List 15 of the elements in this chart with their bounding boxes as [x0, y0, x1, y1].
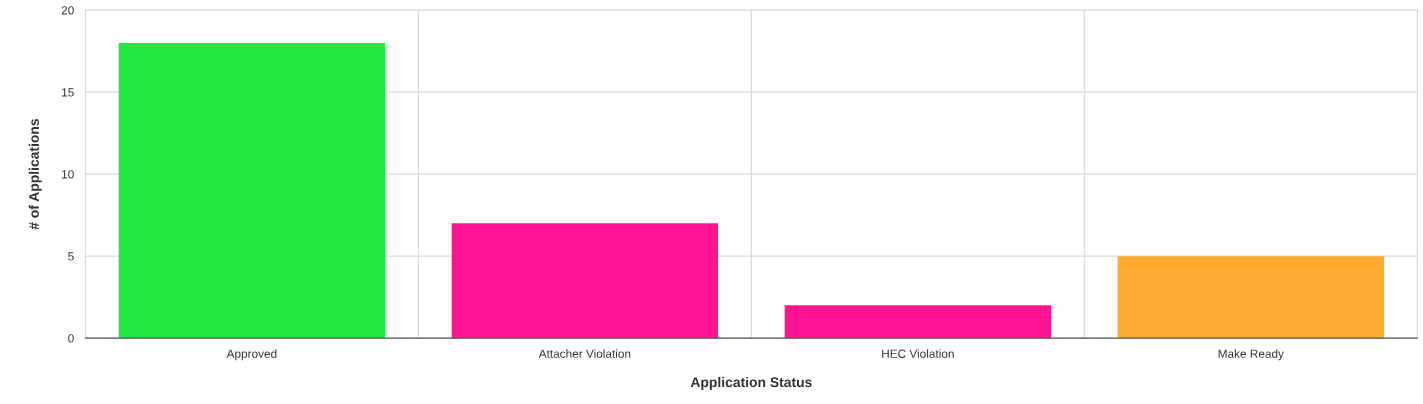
x-tick-label: Make Ready — [1218, 349, 1284, 361]
x-axis-title: Application Status — [690, 376, 812, 390]
bar — [1117, 256, 1385, 339]
y-tick-label: 5 — [68, 252, 74, 261]
y-tick-label: 20 — [61, 6, 74, 15]
x-tick-label: Approved — [226, 349, 277, 361]
y-tick-label: 10 — [62, 170, 74, 179]
y-axis-title: # of Applications — [28, 119, 42, 230]
y-tick-label: 15 — [62, 88, 74, 97]
bar — [118, 42, 386, 339]
x-tick-label: Attacher Violation — [538, 349, 631, 358]
bar — [451, 223, 719, 339]
x-tick-label: HEC Violation — [882, 349, 954, 358]
y-tick-label: 0 — [68, 334, 74, 343]
bar — [784, 305, 1052, 339]
